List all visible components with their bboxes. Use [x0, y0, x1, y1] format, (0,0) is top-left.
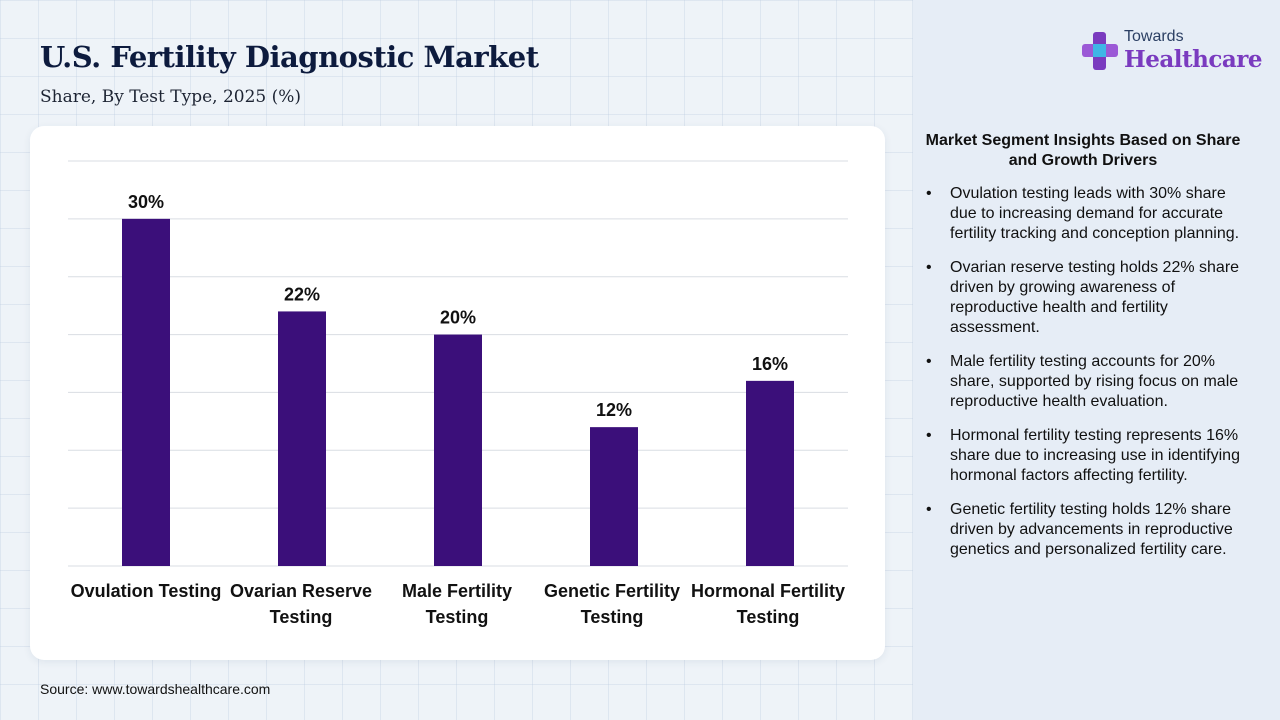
insight-item: Ovarian reserve testing holds 22% share …: [925, 258, 1245, 338]
insight-item: Genetic fertility testing holds 12% shar…: [925, 500, 1245, 560]
x-tick-label: Ovulation Testing: [70, 581, 222, 601]
bar: [122, 218, 170, 566]
bar: [278, 311, 326, 566]
medical-cross-icon: [1082, 32, 1118, 70]
insights-list: Ovulation testing leads with 30% share d…: [925, 184, 1245, 574]
x-tick-label: Male Fertility Testing: [401, 581, 513, 627]
data-label: 22%: [284, 284, 320, 304]
insight-item: Male fertility testing accounts for 20% …: [925, 352, 1245, 412]
logo-text-top: Towards: [1124, 28, 1184, 45]
bar-chart: 30% 22% 20% 12% 16%: [68, 160, 848, 567]
page-subtitle: Share, By Test Type, 2025 (%): [40, 87, 302, 107]
logo: Towards Healthcare: [1080, 26, 1263, 78]
page-title: U.S. Fertility Diagnostic Market: [40, 40, 539, 74]
data-label: 12%: [596, 400, 632, 420]
insight-item: Hormonal fertility testing represents 16…: [925, 426, 1245, 486]
chart-card: 30% 22% 20% 12% 16% Ovulation Testing Ovaria…: [30, 126, 885, 660]
data-label: 20%: [440, 308, 476, 328]
logo-text-bottom: Healthcare: [1124, 46, 1263, 73]
data-label: 16%: [752, 354, 788, 374]
data-label: 30%: [128, 192, 164, 212]
bar: [590, 427, 638, 566]
x-tick-label: Hormonal Fertility Testing: [690, 581, 846, 627]
bar: [746, 380, 794, 566]
x-tick-label: Genetic Fertility Testing: [543, 581, 681, 627]
source-note: Source: www.towardshealthcare.com: [40, 681, 271, 697]
insight-item: Ovulation testing leads with 30% share d…: [925, 184, 1245, 244]
x-tick-label: Ovarian Reserve Testing: [229, 581, 373, 627]
insights-title: Market Segment Insights Based on Share a…: [925, 132, 1241, 169]
bar: [434, 334, 482, 566]
